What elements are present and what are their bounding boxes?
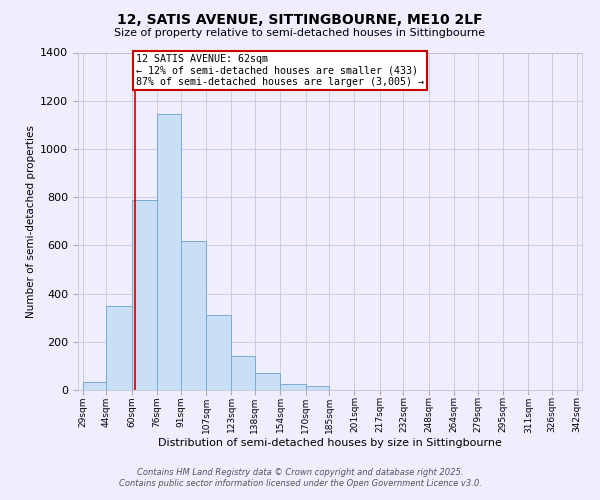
Text: 12 SATIS AVENUE: 62sqm
← 12% of semi-detached houses are smaller (433)
87% of se: 12 SATIS AVENUE: 62sqm ← 12% of semi-det…: [136, 54, 424, 87]
Bar: [106, 306, 132, 390]
Bar: [157, 114, 181, 390]
Text: Size of property relative to semi-detached houses in Sittingbourne: Size of property relative to semi-detach…: [115, 28, 485, 38]
Bar: [83, 382, 106, 390]
Bar: [181, 240, 206, 390]
Bar: [231, 356, 255, 390]
X-axis label: Distribution of semi-detached houses by size in Sittingbourne: Distribution of semi-detached houses by …: [158, 438, 502, 448]
Y-axis label: Number of semi-detached properties: Number of semi-detached properties: [26, 125, 36, 318]
Bar: [280, 384, 305, 390]
Text: Contains HM Land Registry data © Crown copyright and database right 2025.
Contai: Contains HM Land Registry data © Crown c…: [119, 468, 481, 487]
Bar: [255, 373, 280, 390]
Text: 12, SATIS AVENUE, SITTINGBOURNE, ME10 2LF: 12, SATIS AVENUE, SITTINGBOURNE, ME10 2L…: [117, 12, 483, 26]
Bar: [305, 386, 329, 390]
Bar: [132, 200, 157, 390]
Bar: [206, 316, 231, 390]
